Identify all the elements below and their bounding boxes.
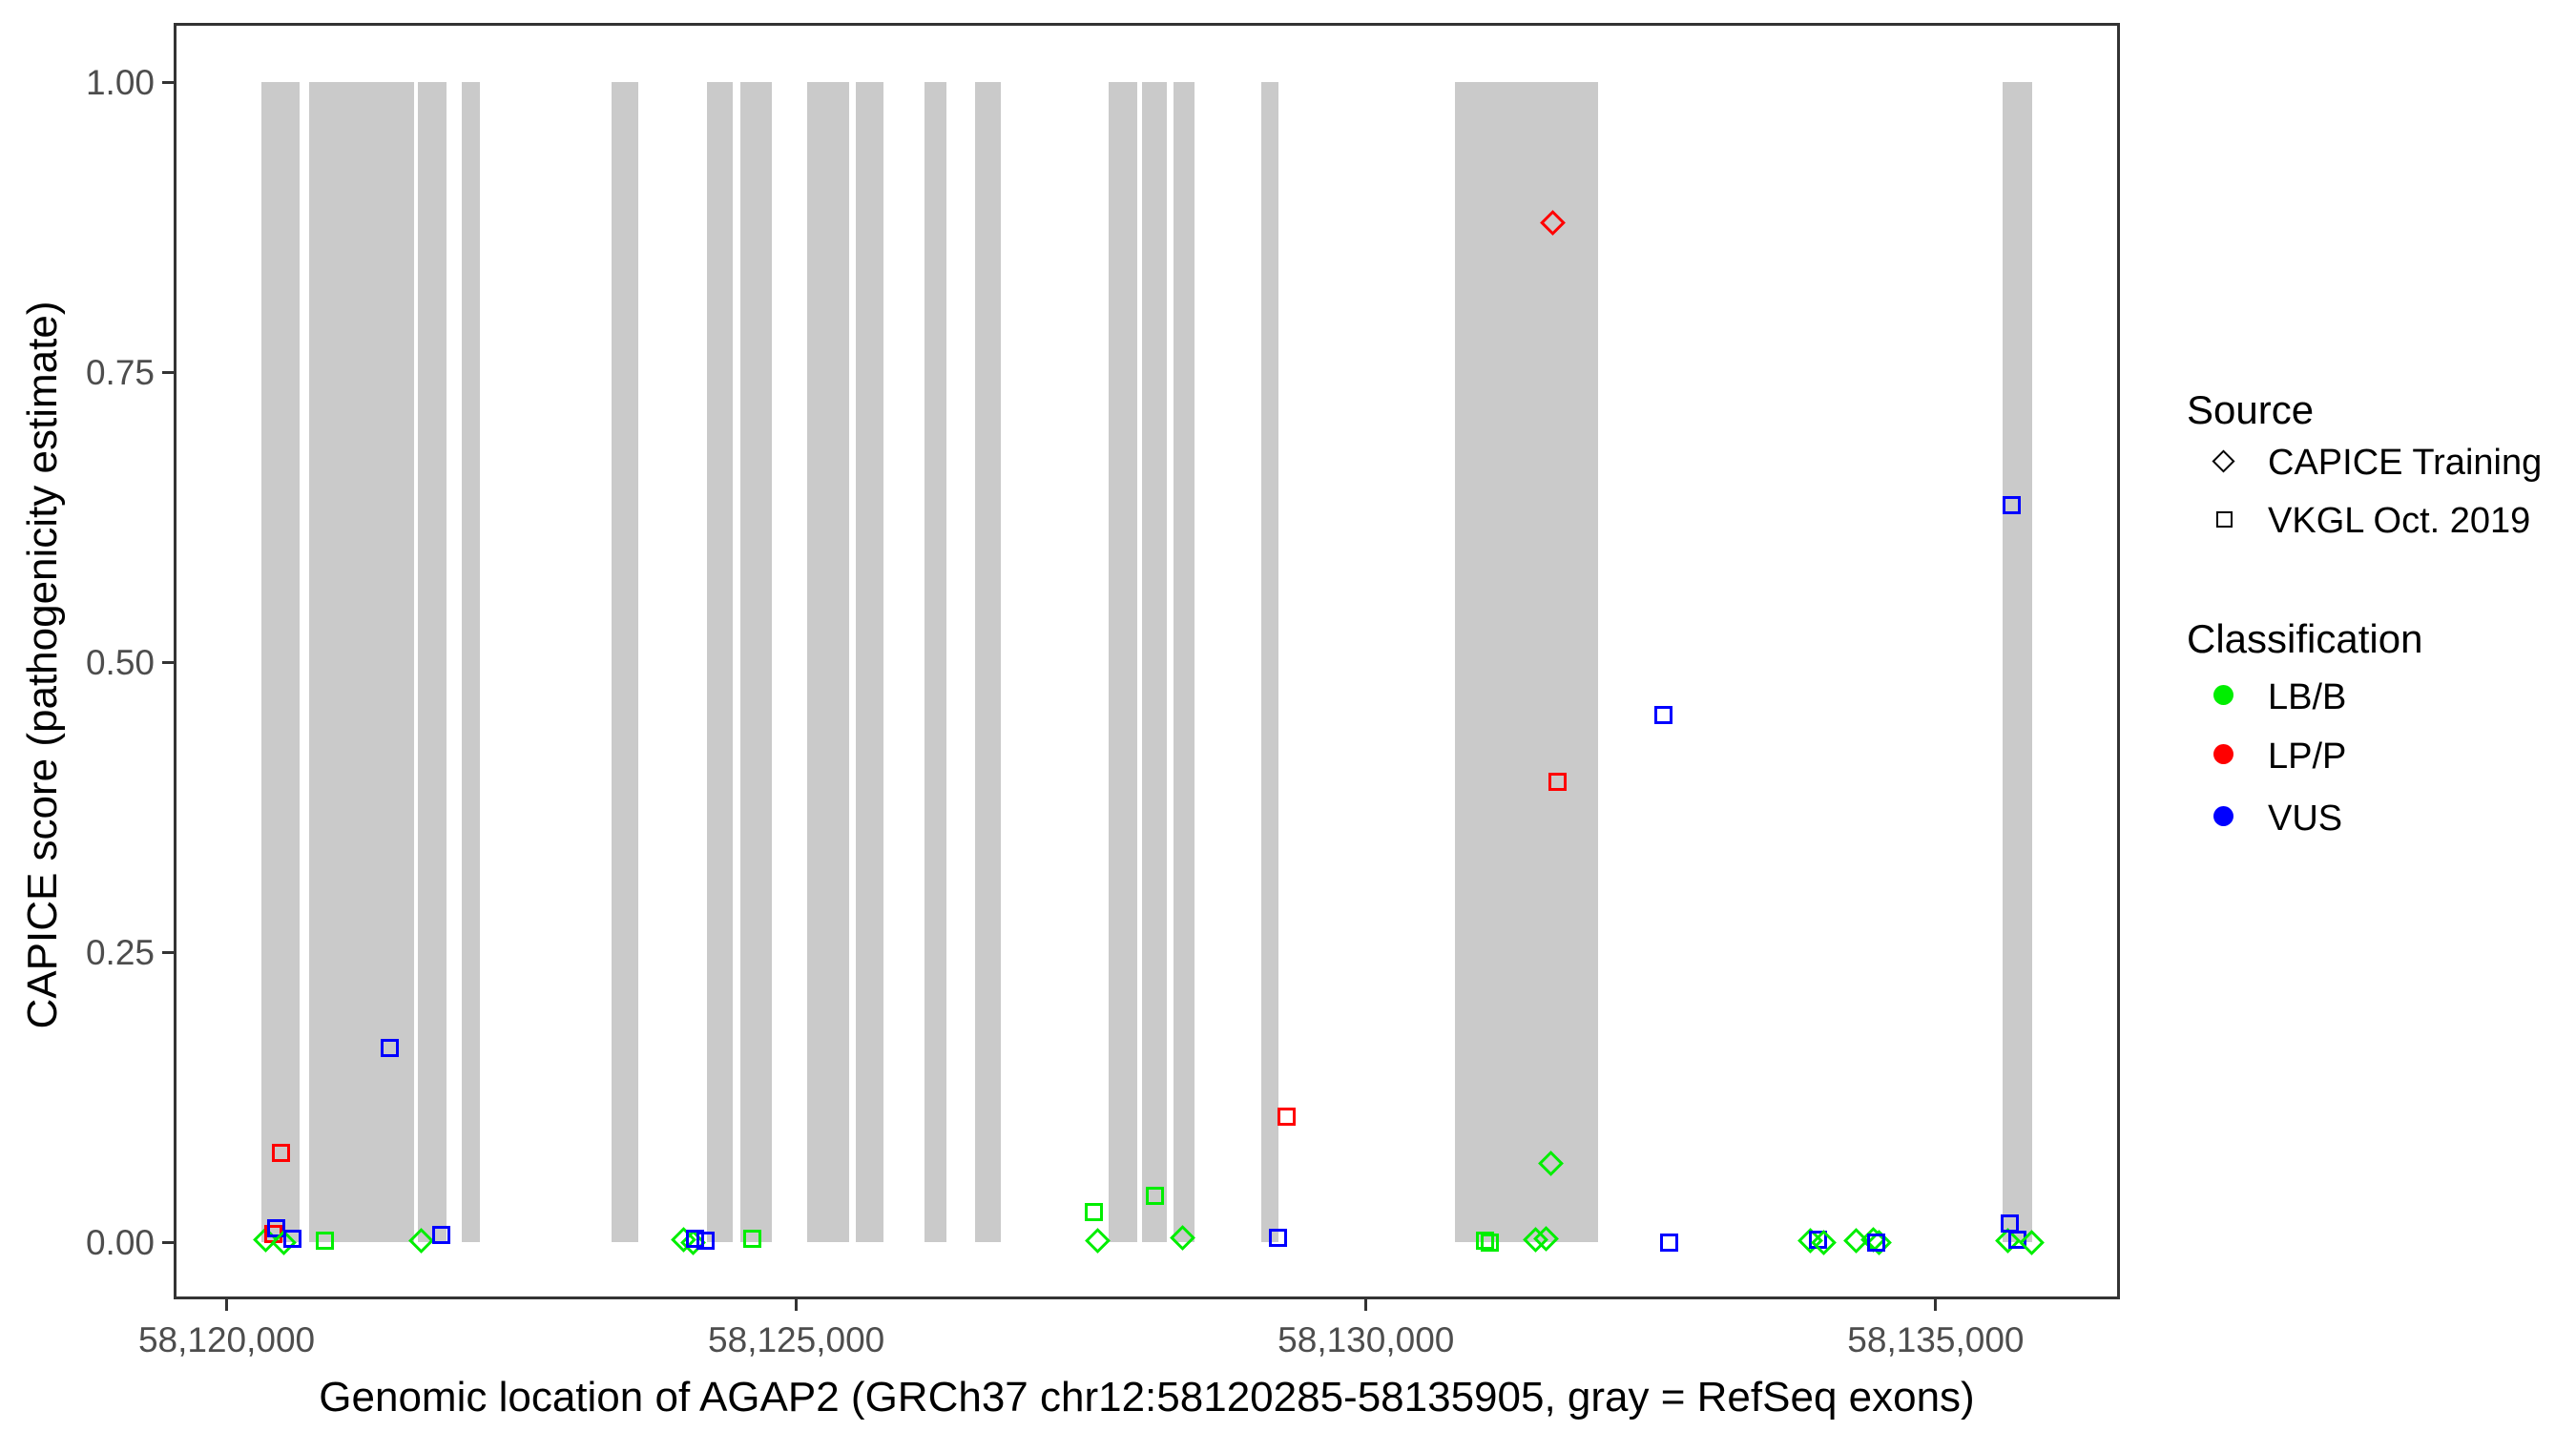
exon-bar <box>924 82 946 1243</box>
exon-bar <box>2002 82 2032 1243</box>
exon-bar <box>261 82 301 1243</box>
plot-panel <box>174 23 2120 1299</box>
vus-color-dot-icon <box>2213 806 2233 826</box>
data-point-square <box>2008 1231 2027 1250</box>
data-point-square <box>264 1225 283 1244</box>
data-point-square <box>1809 1231 1828 1250</box>
legend-item-label: CAPICE Training <box>2268 443 2543 483</box>
y-tick <box>162 950 174 954</box>
legend-classification-title: Classification <box>2187 616 2423 661</box>
legend-item-label: VKGL Oct. 2019 <box>2268 501 2531 541</box>
exon-bar <box>739 82 772 1243</box>
data-point-diamond <box>1085 1228 1111 1255</box>
exon-bar <box>1108 82 1137 1243</box>
exon-bar <box>1260 82 1278 1243</box>
data-point-square <box>1146 1186 1165 1205</box>
y-tick <box>162 1240 174 1244</box>
legend-source-title: Source <box>2187 387 2315 432</box>
y-tick-label: 0.50 <box>85 642 155 682</box>
data-point-square <box>266 1218 285 1237</box>
data-point-square <box>1867 1233 1886 1252</box>
lpp-color-dot-icon <box>2213 744 2233 764</box>
data-point-square <box>686 1229 705 1248</box>
y-tick-label: 0.00 <box>85 1222 155 1262</box>
data-point-square <box>1268 1228 1287 1247</box>
x-tick-label: 58,130,000 <box>1278 1320 1455 1359</box>
exon-bar <box>855 82 883 1243</box>
data-point-square <box>742 1229 761 1248</box>
diamond-key-icon <box>2212 449 2235 473</box>
data-point-square <box>1085 1202 1104 1221</box>
y-tick <box>162 80 174 84</box>
x-axis-title: Genomic location of AGAP2 (GRCh37 chr12:… <box>319 1374 1975 1421</box>
data-point-square <box>282 1229 301 1248</box>
exon-bar <box>611 82 638 1243</box>
legend-item-label: LP/P <box>2268 736 2347 777</box>
legend-item-label: LB/B <box>2268 677 2347 717</box>
x-tick <box>795 1299 799 1311</box>
exon-bar <box>974 82 1001 1243</box>
y-tick-label: 0.75 <box>85 352 155 392</box>
y-tick <box>162 370 174 374</box>
data-point-square <box>1277 1108 1296 1127</box>
square-key-icon <box>2216 511 2233 528</box>
x-tick-label: 58,120,000 <box>137 1320 316 1359</box>
data-point-square <box>1653 706 1672 725</box>
data-point-square <box>1481 1233 1500 1252</box>
lbb-color-dot-icon <box>2213 685 2233 705</box>
data-point-square <box>2002 496 2021 515</box>
data-point-square <box>271 1143 290 1162</box>
y-tick-label: 0.25 <box>85 932 155 972</box>
x-tick-label: 58,125,000 <box>708 1320 885 1359</box>
exon-bar <box>462 82 480 1243</box>
exon-bar <box>1454 82 1598 1243</box>
x-tick <box>225 1299 229 1311</box>
exon-bar <box>806 82 849 1243</box>
x-tick <box>1364 1299 1368 1311</box>
data-point-square <box>316 1232 335 1251</box>
data-point-square <box>696 1232 716 1251</box>
data-point-square <box>380 1039 399 1058</box>
exon-bar <box>706 82 733 1243</box>
exon-bar <box>1173 82 1195 1243</box>
data-point-square <box>1660 1233 1679 1252</box>
x-tick-label: 58,135,000 <box>1847 1320 2025 1359</box>
y-tick <box>162 660 174 664</box>
exon-bar <box>1141 82 1167 1243</box>
exon-bar <box>418 82 447 1243</box>
exon-bar <box>308 82 414 1243</box>
legend-item-label: VUS <box>2268 798 2343 839</box>
x-tick <box>1934 1299 1938 1311</box>
data-point-square <box>431 1226 450 1245</box>
data-point-square <box>1548 772 1568 791</box>
y-tick-label: 1.00 <box>85 62 155 102</box>
